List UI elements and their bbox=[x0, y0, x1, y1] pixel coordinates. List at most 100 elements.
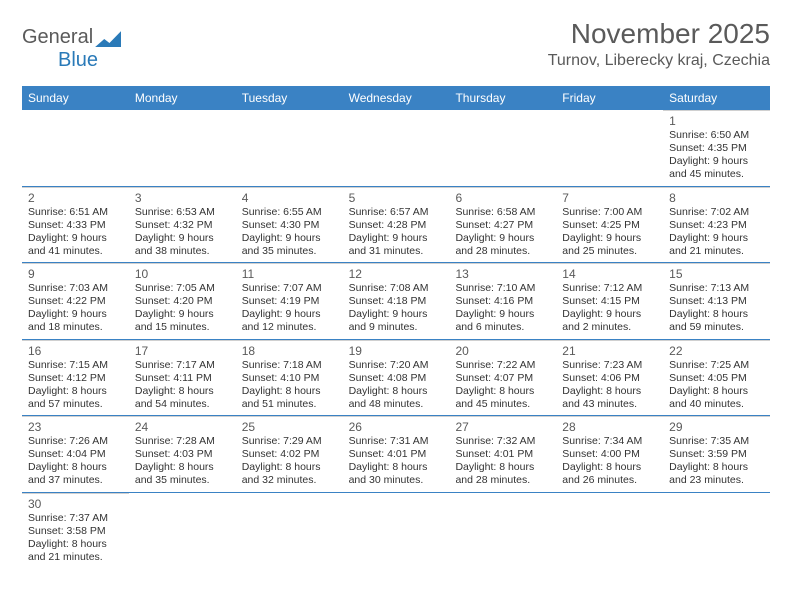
day-info: Sunrise: 6:51 AMSunset: 4:33 PMDaylight:… bbox=[28, 206, 123, 259]
day-number: 2 bbox=[28, 191, 123, 205]
logo-icon bbox=[95, 31, 121, 47]
weekday-monday: Monday bbox=[129, 86, 236, 110]
day-cell-empty bbox=[129, 110, 236, 186]
day-info: Sunrise: 7:29 AMSunset: 4:02 PMDaylight:… bbox=[242, 435, 337, 488]
day-cell-empty bbox=[556, 110, 663, 186]
day-info: Sunrise: 7:07 AMSunset: 4:19 PMDaylight:… bbox=[242, 282, 337, 335]
weekday-thursday: Thursday bbox=[449, 86, 556, 110]
day-info: Sunrise: 7:26 AMSunset: 4:04 PMDaylight:… bbox=[28, 435, 123, 488]
day-cell: 4Sunrise: 6:55 AMSunset: 4:30 PMDaylight… bbox=[236, 187, 343, 263]
day-cell: 6Sunrise: 6:58 AMSunset: 4:27 PMDaylight… bbox=[449, 187, 556, 263]
day-cell: 2Sunrise: 6:51 AMSunset: 4:33 PMDaylight… bbox=[22, 187, 129, 263]
day-cell: 17Sunrise: 7:17 AMSunset: 4:11 PMDayligh… bbox=[129, 340, 236, 416]
day-info: Sunrise: 6:55 AMSunset: 4:30 PMDaylight:… bbox=[242, 206, 337, 259]
day-number: 8 bbox=[669, 191, 764, 205]
day-info: Sunrise: 7:31 AMSunset: 4:01 PMDaylight:… bbox=[349, 435, 444, 488]
day-info: Sunrise: 7:32 AMSunset: 4:01 PMDaylight:… bbox=[455, 435, 550, 488]
week-row: 9Sunrise: 7:03 AMSunset: 4:22 PMDaylight… bbox=[22, 263, 770, 340]
day-number: 17 bbox=[135, 344, 230, 358]
week-row: 16Sunrise: 7:15 AMSunset: 4:12 PMDayligh… bbox=[22, 340, 770, 417]
day-cell: 25Sunrise: 7:29 AMSunset: 4:02 PMDayligh… bbox=[236, 416, 343, 492]
title-block: November 2025 Turnov, Liberecky kraj, Cz… bbox=[548, 18, 770, 70]
day-cell: 16Sunrise: 7:15 AMSunset: 4:12 PMDayligh… bbox=[22, 340, 129, 416]
day-info: Sunrise: 6:58 AMSunset: 4:27 PMDaylight:… bbox=[455, 206, 550, 259]
page-header: General Blue November 2025 Turnov, Liber… bbox=[22, 18, 770, 72]
weekday-friday: Friday bbox=[556, 86, 663, 110]
day-number: 11 bbox=[242, 267, 337, 281]
day-cell: 12Sunrise: 7:08 AMSunset: 4:18 PMDayligh… bbox=[343, 263, 450, 339]
day-info: Sunrise: 7:34 AMSunset: 4:00 PMDaylight:… bbox=[562, 435, 657, 488]
day-cell: 30Sunrise: 7:37 AMSunset: 3:58 PMDayligh… bbox=[22, 493, 129, 569]
day-info: Sunrise: 7:18 AMSunset: 4:10 PMDaylight:… bbox=[242, 359, 337, 412]
day-number: 21 bbox=[562, 344, 657, 358]
day-cell: 19Sunrise: 7:20 AMSunset: 4:08 PMDayligh… bbox=[343, 340, 450, 416]
day-cell: 20Sunrise: 7:22 AMSunset: 4:07 PMDayligh… bbox=[449, 340, 556, 416]
day-cell-empty bbox=[343, 110, 450, 186]
day-number: 13 bbox=[455, 267, 550, 281]
day-cell-empty bbox=[663, 493, 770, 569]
day-number: 6 bbox=[455, 191, 550, 205]
day-number: 5 bbox=[349, 191, 444, 205]
day-number: 20 bbox=[455, 344, 550, 358]
day-number: 10 bbox=[135, 267, 230, 281]
day-number: 12 bbox=[349, 267, 444, 281]
day-info: Sunrise: 7:02 AMSunset: 4:23 PMDaylight:… bbox=[669, 206, 764, 259]
week-row: 23Sunrise: 7:26 AMSunset: 4:04 PMDayligh… bbox=[22, 416, 770, 493]
logo-text-1: General bbox=[22, 26, 93, 48]
location: Turnov, Liberecky kraj, Czechia bbox=[548, 52, 770, 70]
day-info: Sunrise: 7:10 AMSunset: 4:16 PMDaylight:… bbox=[455, 282, 550, 335]
day-number: 26 bbox=[349, 420, 444, 434]
day-info: Sunrise: 7:13 AMSunset: 4:13 PMDaylight:… bbox=[669, 282, 764, 335]
day-number: 28 bbox=[562, 420, 657, 434]
day-cell-empty bbox=[556, 493, 663, 569]
day-cell-empty bbox=[236, 110, 343, 186]
day-info: Sunrise: 7:08 AMSunset: 4:18 PMDaylight:… bbox=[349, 282, 444, 335]
weekday-header: Sunday Monday Tuesday Wednesday Thursday… bbox=[22, 86, 770, 110]
weekday-saturday: Saturday bbox=[663, 86, 770, 110]
day-cell: 29Sunrise: 7:35 AMSunset: 3:59 PMDayligh… bbox=[663, 416, 770, 492]
day-number: 16 bbox=[28, 344, 123, 358]
day-number: 19 bbox=[349, 344, 444, 358]
day-info: Sunrise: 7:25 AMSunset: 4:05 PMDaylight:… bbox=[669, 359, 764, 412]
day-cell: 26Sunrise: 7:31 AMSunset: 4:01 PMDayligh… bbox=[343, 416, 450, 492]
day-info: Sunrise: 7:12 AMSunset: 4:15 PMDaylight:… bbox=[562, 282, 657, 335]
page-title: November 2025 bbox=[548, 18, 770, 50]
day-number: 30 bbox=[28, 497, 123, 511]
day-cell-empty bbox=[22, 110, 129, 186]
day-number: 7 bbox=[562, 191, 657, 205]
day-cell: 24Sunrise: 7:28 AMSunset: 4:03 PMDayligh… bbox=[129, 416, 236, 492]
calendar: Sunday Monday Tuesday Wednesday Thursday… bbox=[22, 86, 770, 568]
day-info: Sunrise: 7:15 AMSunset: 4:12 PMDaylight:… bbox=[28, 359, 123, 412]
day-info: Sunrise: 6:53 AMSunset: 4:32 PMDaylight:… bbox=[135, 206, 230, 259]
logo-text: General Blue bbox=[22, 26, 121, 72]
day-number: 24 bbox=[135, 420, 230, 434]
day-cell: 7Sunrise: 7:00 AMSunset: 4:25 PMDaylight… bbox=[556, 187, 663, 263]
day-info: Sunrise: 7:22 AMSunset: 4:07 PMDaylight:… bbox=[455, 359, 550, 412]
day-cell: 14Sunrise: 7:12 AMSunset: 4:15 PMDayligh… bbox=[556, 263, 663, 339]
day-info: Sunrise: 6:50 AMSunset: 4:35 PMDaylight:… bbox=[669, 129, 764, 182]
day-cell: 18Sunrise: 7:18 AMSunset: 4:10 PMDayligh… bbox=[236, 340, 343, 416]
day-cell: 15Sunrise: 7:13 AMSunset: 4:13 PMDayligh… bbox=[663, 263, 770, 339]
day-info: Sunrise: 7:00 AMSunset: 4:25 PMDaylight:… bbox=[562, 206, 657, 259]
logo: General Blue bbox=[22, 18, 121, 72]
day-cell: 23Sunrise: 7:26 AMSunset: 4:04 PMDayligh… bbox=[22, 416, 129, 492]
day-cell: 8Sunrise: 7:02 AMSunset: 4:23 PMDaylight… bbox=[663, 187, 770, 263]
day-number: 18 bbox=[242, 344, 337, 358]
day-number: 22 bbox=[669, 344, 764, 358]
week-row: 1Sunrise: 6:50 AMSunset: 4:35 PMDaylight… bbox=[22, 110, 770, 187]
day-number: 25 bbox=[242, 420, 337, 434]
day-cell: 21Sunrise: 7:23 AMSunset: 4:06 PMDayligh… bbox=[556, 340, 663, 416]
weekday-tuesday: Tuesday bbox=[236, 86, 343, 110]
weekday-sunday: Sunday bbox=[22, 86, 129, 110]
day-cell-empty bbox=[129, 493, 236, 569]
day-number: 9 bbox=[28, 267, 123, 281]
day-cell: 9Sunrise: 7:03 AMSunset: 4:22 PMDaylight… bbox=[22, 263, 129, 339]
day-info: Sunrise: 7:23 AMSunset: 4:06 PMDaylight:… bbox=[562, 359, 657, 412]
day-cell: 5Sunrise: 6:57 AMSunset: 4:28 PMDaylight… bbox=[343, 187, 450, 263]
day-info: Sunrise: 7:20 AMSunset: 4:08 PMDaylight:… bbox=[349, 359, 444, 412]
day-info: Sunrise: 6:57 AMSunset: 4:28 PMDaylight:… bbox=[349, 206, 444, 259]
day-info: Sunrise: 7:28 AMSunset: 4:03 PMDaylight:… bbox=[135, 435, 230, 488]
weekday-wednesday: Wednesday bbox=[343, 86, 450, 110]
day-cell: 10Sunrise: 7:05 AMSunset: 4:20 PMDayligh… bbox=[129, 263, 236, 339]
day-cell: 27Sunrise: 7:32 AMSunset: 4:01 PMDayligh… bbox=[449, 416, 556, 492]
